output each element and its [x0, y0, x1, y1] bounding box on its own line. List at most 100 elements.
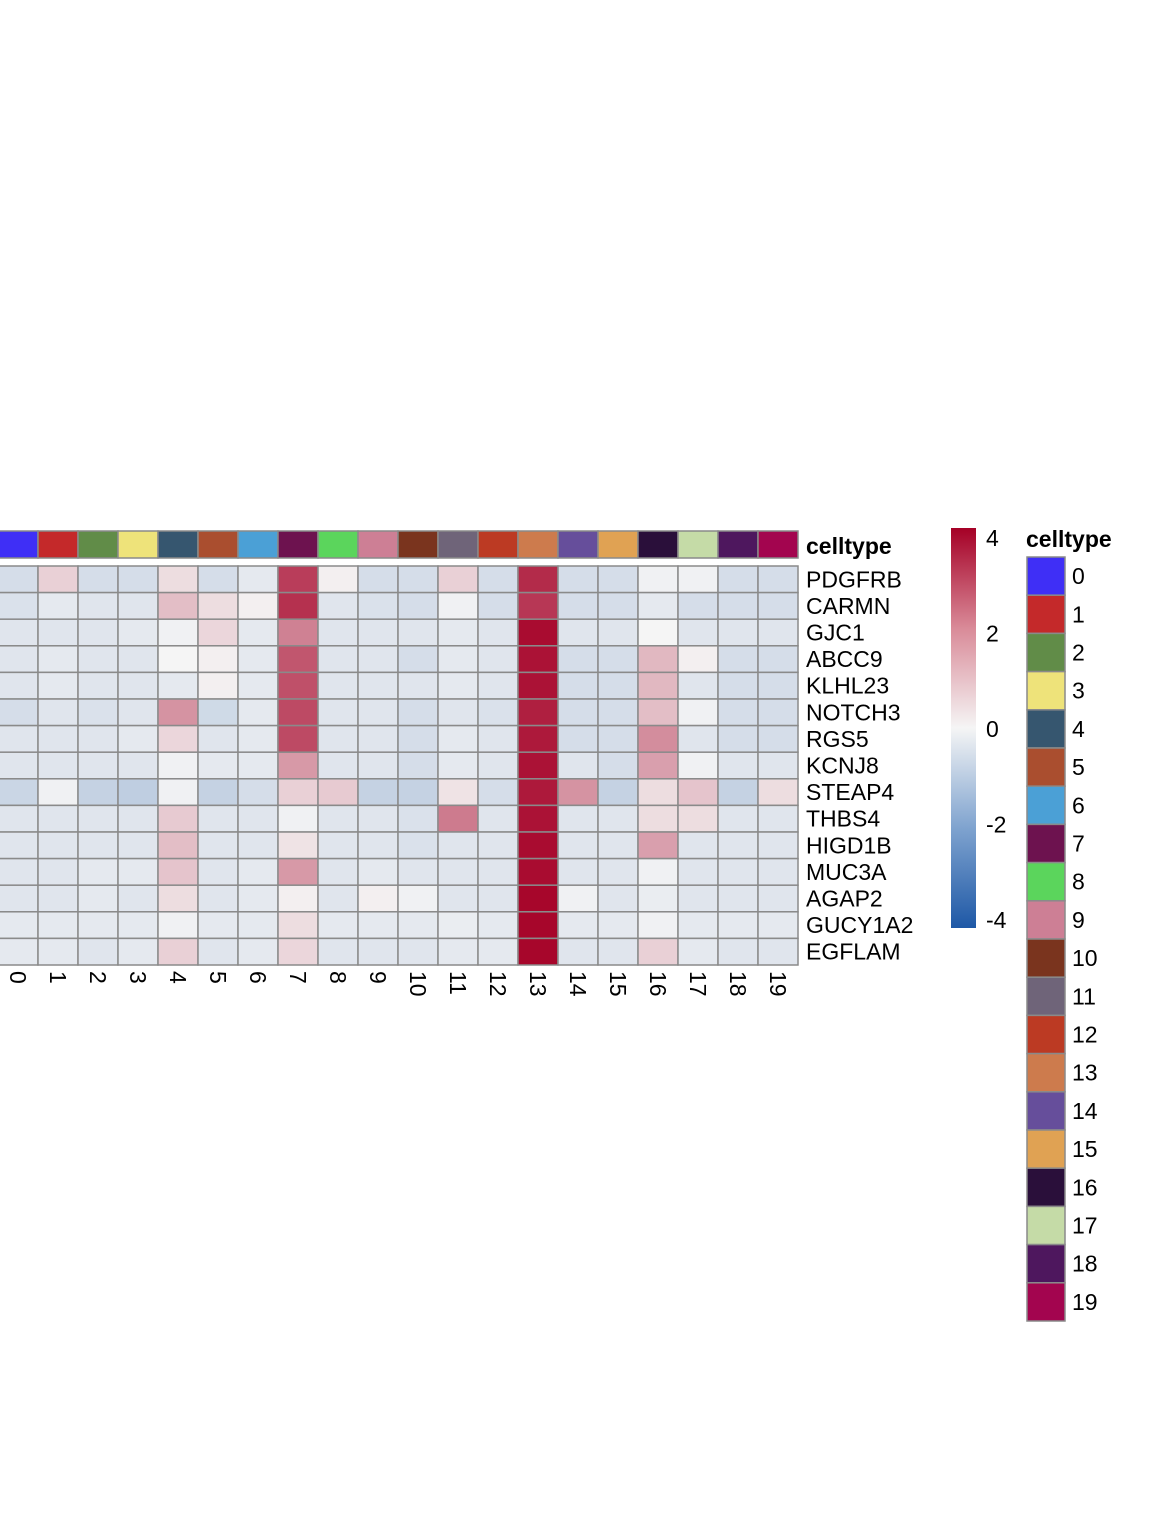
heatmap-cell [197, 937, 239, 966]
heatmap-cell [77, 671, 119, 700]
legend-label: 4 [1072, 716, 1085, 742]
heatmap-cell [77, 645, 119, 674]
heatmap-cell [597, 671, 639, 700]
heatmap-cell [117, 778, 159, 807]
heatmap-cell [557, 778, 599, 807]
legend-label: 3 [1072, 678, 1085, 704]
heatmap-cell [317, 937, 359, 966]
heatmap-cell [637, 884, 679, 913]
heatmap-cell [157, 591, 199, 620]
legend-label: 8 [1072, 869, 1085, 895]
heatmap-cell [77, 804, 119, 833]
heatmap-cell [637, 591, 679, 620]
heatmap-cell [197, 591, 239, 620]
heatmap-cell [597, 831, 639, 860]
heatmap-cell [757, 565, 799, 594]
color-scale: 4 2 0 -2 -4 [951, 525, 1007, 933]
legend-swatch-19 [1026, 1282, 1066, 1322]
legend-swatch-16 [1026, 1167, 1066, 1208]
legend-label: 7 [1072, 831, 1085, 857]
heatmap-cell [517, 857, 559, 886]
heatmap-cell [277, 618, 319, 647]
heatmap-cell [437, 591, 479, 620]
gene-labels: PDGFRBCARMNGJC1ABCC9KLHL23NOTCH3RGS5KCNJ… [806, 566, 913, 964]
heatmap-cell [317, 778, 359, 807]
heatmap-cell [437, 911, 479, 940]
heatmap-cell [317, 831, 359, 860]
heatmap-cell [677, 831, 719, 860]
heatmap-cell [197, 778, 239, 807]
heatmap-cell [117, 671, 159, 700]
heatmap-cell [0, 591, 39, 620]
heatmap-cell [157, 565, 199, 594]
legend-label: 14 [1072, 1098, 1098, 1124]
heatmap-cell [717, 831, 759, 860]
heatmap-cell [197, 618, 239, 647]
heatmap-cell [0, 698, 39, 727]
annotation-cell-1 [37, 530, 79, 559]
heatmap-cell [237, 884, 279, 913]
heatmap-cell [37, 698, 79, 727]
heatmap-cell [717, 884, 759, 913]
heatmap-cell [37, 857, 79, 886]
heatmap-cell [517, 671, 559, 700]
column-labels: 0 1 2 3 4 5 6 7 8 9 10 11 12 13 14 15 16 17 18 19 [5, 971, 791, 997]
heatmap-cell [437, 671, 479, 700]
legend-label: 9 [1072, 907, 1085, 933]
heatmap-cell [757, 724, 799, 753]
column-label: 7 [285, 971, 311, 984]
legend-label: 16 [1072, 1174, 1098, 1200]
heatmap-cell [637, 724, 679, 753]
heatmap-cell [397, 698, 439, 727]
heatmap-cell [277, 831, 319, 860]
color-scale-ticks: 4 2 0 -2 -4 [986, 525, 1007, 933]
heatmap-cell [317, 884, 359, 913]
heatmap-cell [397, 751, 439, 780]
heatmap-cell [0, 911, 39, 940]
legend-swatch-9 [1026, 900, 1066, 940]
heatmap-cell [597, 857, 639, 886]
legend-swatch-4 [1026, 709, 1066, 749]
heatmap-cell [557, 645, 599, 674]
heatmap-cell [477, 831, 519, 860]
heatmap-cell [197, 724, 239, 753]
heatmap-cell [717, 911, 759, 940]
heatmap-cell [597, 724, 639, 753]
heatmap-cell [77, 911, 119, 940]
heatmap-cell [637, 831, 679, 860]
heatmap-cell [517, 884, 559, 913]
color-scale-tick: -4 [986, 907, 1007, 933]
gene-label: KCNJ8 [806, 753, 879, 779]
heatmap-cell [157, 831, 199, 860]
heatmap-cell [397, 671, 439, 700]
legend-swatch-5 [1026, 747, 1066, 787]
heatmap-cell [197, 857, 239, 886]
heatmap-cell [157, 645, 199, 674]
heatmap-cell [157, 618, 199, 647]
heatmap-cell [0, 565, 39, 594]
heatmap-cell [0, 778, 39, 807]
heatmap-cell [517, 565, 559, 594]
heatmap-cell [477, 804, 519, 833]
heatmap-cell [757, 937, 799, 966]
heatmap-cell [317, 618, 359, 647]
heatmap-cell [157, 857, 199, 886]
gene-label: ABCC9 [806, 646, 883, 672]
column-label: 4 [165, 971, 191, 984]
heatmap-cell [37, 724, 79, 753]
heatmap-cell [357, 937, 399, 966]
heatmap-cell [77, 565, 119, 594]
annotation-cell-4 [157, 530, 199, 559]
annotation-cell-6 [237, 530, 279, 559]
heatmap-cell [437, 884, 479, 913]
heatmap-cell [437, 857, 479, 886]
legend-swatch-3 [1026, 670, 1066, 711]
heatmap-cell [237, 937, 279, 966]
heatmap-cell [677, 751, 719, 780]
heatmap-cell [117, 698, 159, 727]
gene-label: RGS5 [806, 726, 869, 752]
heatmap-cell [677, 778, 719, 807]
column-label: 14 [565, 971, 591, 997]
heatmap-cell [37, 645, 79, 674]
